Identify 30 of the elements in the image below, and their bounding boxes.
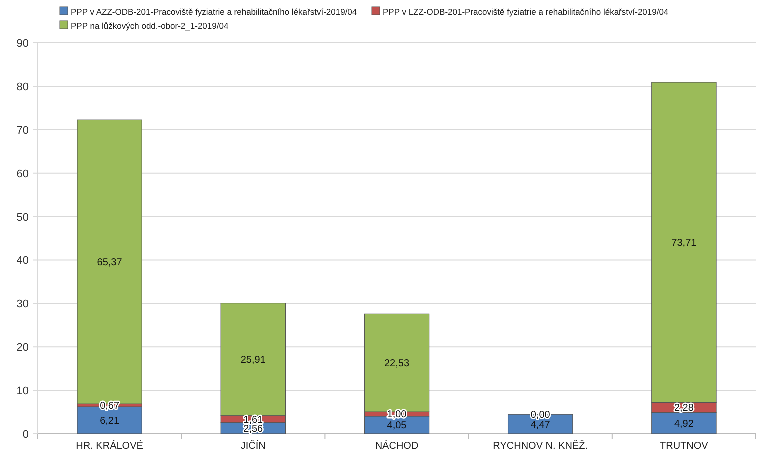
data-label: 4,05 <box>387 420 408 432</box>
data-label: 4,92 <box>674 418 694 430</box>
x-tick-label: JIČÍN <box>240 440 266 452</box>
legend-label: PPP v AZZ-ODB-201-Pracoviště fyziatrie a rehabilitačního lékařství-2019/04 <box>71 7 358 17</box>
y-tick-label: 20 <box>16 342 29 354</box>
bar <box>364 314 430 412</box>
y-tick-label: 30 <box>16 298 29 311</box>
y-tick-label: 50 <box>16 212 29 224</box>
y-tick-label: 90 <box>16 38 29 50</box>
data-label: 6,21 <box>100 416 120 428</box>
data-label: 73,71 <box>672 238 698 250</box>
x-tick-label: NÁCHOD <box>375 440 419 452</box>
data-label: 25,91 <box>240 355 266 366</box>
data-label: 0,67 <box>100 401 120 412</box>
y-tick-label: 0 <box>22 429 29 441</box>
y-tick-label: 80 <box>16 81 29 94</box>
y-tick-label: 70 <box>16 124 29 137</box>
legend-label: PPP v LZZ-ODB-201-Pracoviště fyziatrie a rehabilitačního lékařství-2019/04 <box>383 7 669 17</box>
data-label: 65,37 <box>97 258 123 269</box>
data-label: 2,56 <box>244 424 264 435</box>
x-tick-label: HR. KRÁLOVÉ <box>76 440 144 452</box>
x-tick-label: RYCHNOV N. KNĚŽ. <box>493 440 588 452</box>
y-tick-label: 40 <box>16 255 29 268</box>
y-tick-label: 60 <box>16 168 29 180</box>
y-tick-label: 10 <box>16 386 29 398</box>
data-label: 22,53 <box>384 358 410 370</box>
data-label: 2,28 <box>674 403 694 414</box>
x-tick-label: TRUTNOV <box>660 441 709 452</box>
legend-label: PPP na lůžkových odd.-obor-2_1-2019/04 <box>71 21 229 31</box>
data-label: 4,47 <box>530 420 551 431</box>
